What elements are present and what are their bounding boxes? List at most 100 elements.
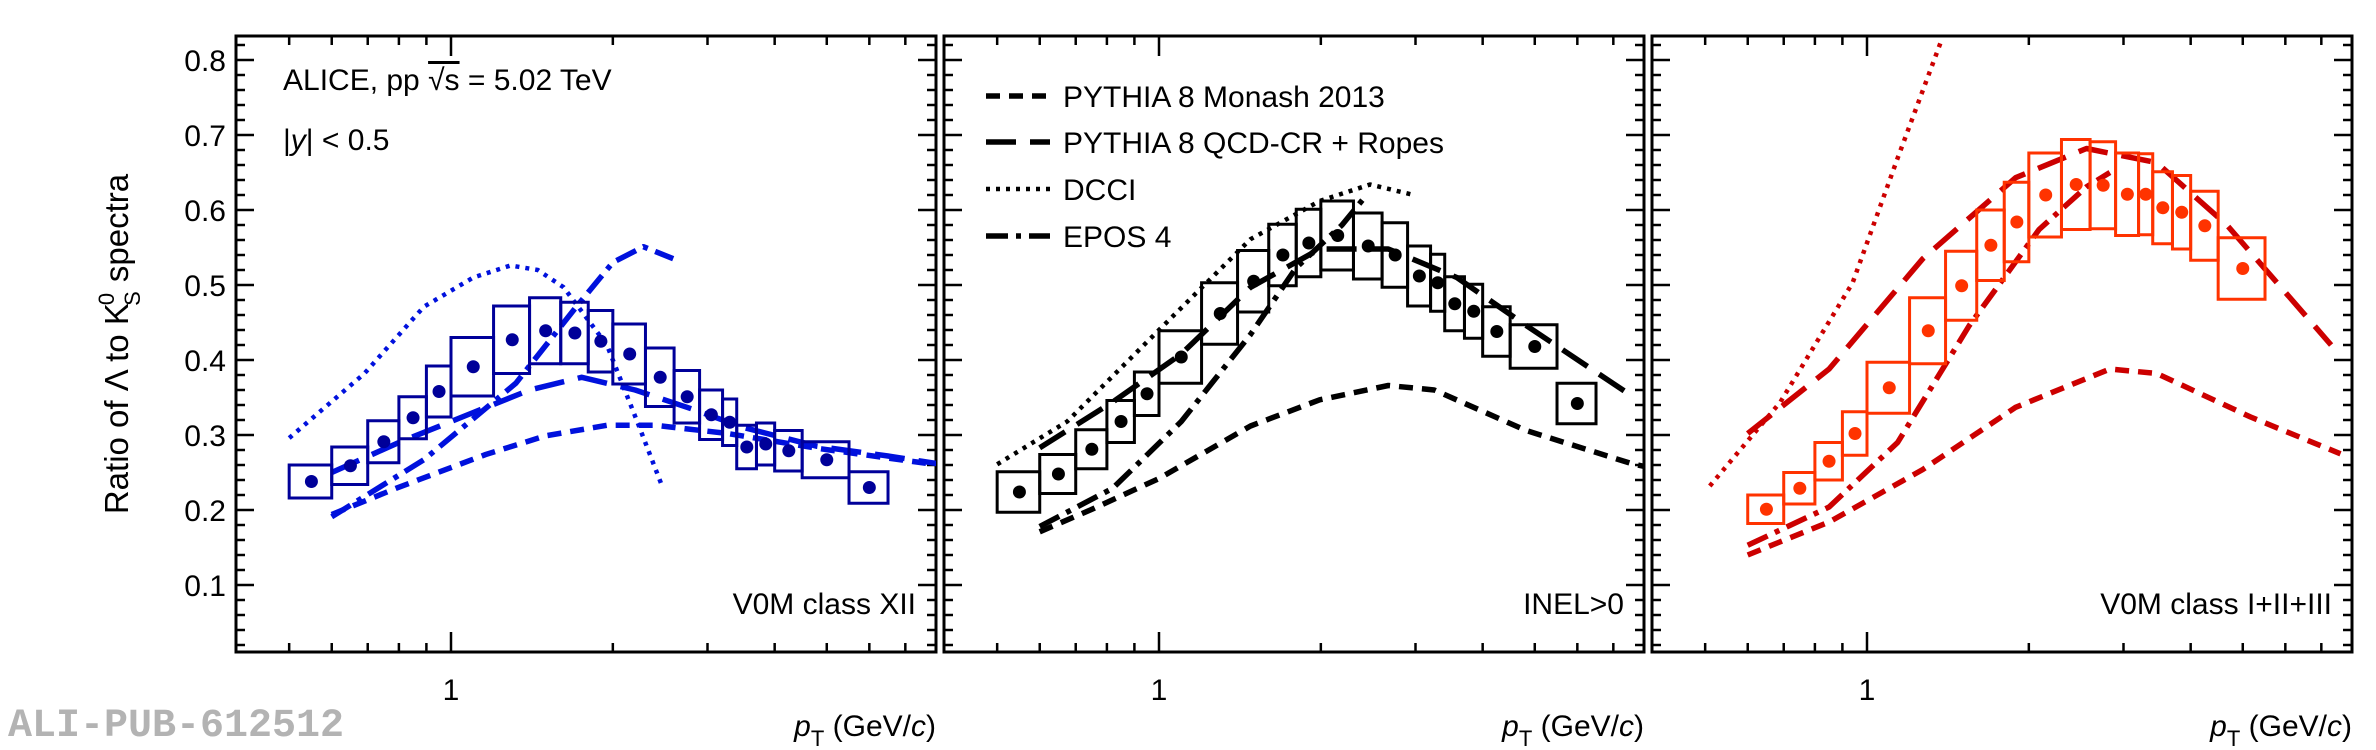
x-tick-label: 1 — [443, 674, 460, 707]
data-point — [1247, 274, 1261, 288]
data-point — [1412, 269, 1426, 283]
panel-3: 1 pT (GeV/c) V0M class I+II+III — [1650, 34, 2354, 750]
data-point — [759, 437, 773, 451]
y-tick-label: 0.7 — [184, 120, 226, 153]
model-curve-dcci — [996, 182, 1412, 467]
data-point — [1984, 238, 1998, 252]
data-point — [1848, 427, 1862, 440]
rapidity-pre: | — [283, 124, 291, 157]
data-point — [1276, 248, 1290, 262]
syst-box — [1840, 410, 1869, 457]
model-curve-dcci — [287, 263, 664, 485]
data-point — [1331, 229, 1345, 242]
data-points — [995, 199, 1598, 514]
x-label-unit: (GeV/ — [2240, 710, 2327, 743]
model-curves — [1708, 37, 2342, 558]
data-point — [623, 347, 637, 361]
data-point — [820, 453, 834, 467]
data-point — [568, 326, 582, 340]
rapidity-label: |y| < 0.5 — [283, 124, 389, 157]
legend-label: DCCI — [1063, 174, 1136, 207]
data-point — [1388, 248, 1402, 262]
data-point — [1570, 397, 1584, 410]
panel-1: 1 pT (GeV/c) V0M class XII — [234, 34, 938, 750]
data-point — [704, 408, 718, 422]
y-tick-label: 0.2 — [184, 495, 226, 528]
syst-box — [1038, 453, 1078, 495]
y-tick-label: 0.3 — [184, 420, 226, 453]
x-axis-label: pT (GeV/c) — [2209, 710, 2352, 750]
data-point — [406, 411, 420, 425]
rapidity-var: y — [289, 124, 308, 157]
data-point — [1140, 387, 1154, 401]
x-label-var: p — [793, 710, 811, 743]
data-point — [653, 370, 667, 384]
x-label-unit: (GeV/ — [1532, 710, 1619, 743]
syst-box — [847, 470, 890, 505]
data-point — [723, 415, 737, 429]
data-point — [1302, 236, 1316, 250]
data-point — [1467, 304, 1481, 318]
x-label-unit-var: c — [1619, 710, 1634, 743]
syst-box — [2189, 189, 2220, 262]
syst-box — [1132, 370, 1161, 417]
data-point — [432, 385, 446, 398]
data-point — [1012, 485, 1026, 499]
data-point — [740, 440, 754, 454]
syst-box — [1782, 471, 1817, 506]
x-label-sub: T — [1519, 726, 1532, 750]
syst-box — [1865, 360, 1912, 415]
x-label-unit-post: ) — [1634, 710, 1644, 743]
data-point — [1955, 279, 1969, 293]
data-point — [1490, 325, 1504, 338]
x-tick-label: 1 — [1859, 674, 1876, 707]
syst-box — [800, 440, 851, 480]
data-point — [505, 333, 519, 347]
data-point — [1793, 481, 1807, 495]
syst-box — [1746, 493, 1786, 525]
data-point — [1361, 239, 1375, 253]
data-point — [594, 334, 608, 348]
x-label-var: p — [1501, 710, 1519, 743]
x-tick-label: 1 — [1151, 674, 1168, 707]
legend-label: EPOS 4 — [1063, 221, 1171, 254]
y-tick-labels: 0.1 0.2 0.3 0.4 0.5 0.6 0.7 0.8 — [184, 45, 226, 603]
model-curve-epos-4 — [1746, 170, 2112, 548]
data-point — [2069, 178, 2083, 191]
legend-label: PYTHIA 8 QCD-CR + Ropes — [1063, 127, 1444, 160]
plot-frame — [1650, 34, 2354, 654]
data-point — [680, 390, 694, 404]
data-point — [2096, 178, 2110, 192]
y-axis-label: Ratio of Λ to K0S spectra — [94, 173, 145, 514]
x-label-sub: T — [811, 726, 824, 750]
panel-label: V0M class I+II+III — [2100, 588, 2332, 621]
data-point — [1051, 467, 1065, 481]
y-axis-label-tail: spectra — [98, 173, 135, 291]
x-label-unit-post: ) — [2342, 710, 2352, 743]
data-point — [2039, 188, 2053, 202]
data-point — [1759, 502, 1773, 516]
syst-box — [1508, 323, 1559, 370]
model-curve-epos-4 — [1038, 194, 1368, 529]
syst-box — [2216, 236, 2267, 301]
x-label-sub: T — [2227, 726, 2240, 750]
data-point — [466, 360, 480, 374]
x-axis-label: pT (GeV/c) — [1501, 710, 1644, 750]
syst-box — [1944, 249, 1979, 322]
data-point — [1431, 276, 1445, 290]
sqrt-s-symbol: √s — [428, 64, 459, 97]
syst-box — [1813, 441, 1844, 482]
syst-box — [721, 397, 739, 447]
experiment-text: ALICE, pp — [283, 64, 428, 97]
data-point — [1448, 297, 1462, 311]
syst-box — [1157, 329, 1204, 385]
x-label-unit-post: ) — [926, 710, 936, 743]
data-points — [1746, 138, 2267, 525]
model-curves — [287, 243, 936, 520]
syst-box — [1074, 428, 1109, 471]
watermark: ALI-PUB-612512 — [8, 704, 344, 749]
data-point — [782, 444, 796, 458]
syst-box — [366, 419, 401, 465]
x-label-unit-var: c — [911, 710, 926, 743]
